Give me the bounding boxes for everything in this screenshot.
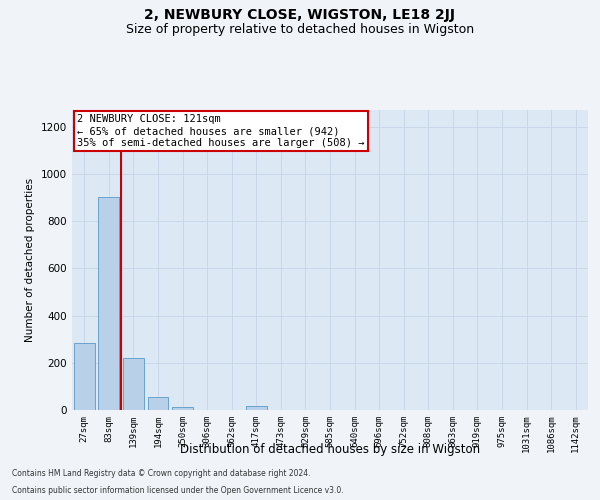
- Bar: [148, 397, 169, 410]
- Y-axis label: Number of detached properties: Number of detached properties: [25, 178, 35, 342]
- Bar: [74, 342, 95, 410]
- Bar: [98, 198, 119, 410]
- Text: 2 NEWBURY CLOSE: 121sqm
← 65% of detached houses are smaller (942)
35% of semi-d: 2 NEWBURY CLOSE: 121sqm ← 65% of detache…: [77, 114, 365, 148]
- Text: Contains public sector information licensed under the Open Government Licence v3: Contains public sector information licen…: [12, 486, 344, 495]
- Bar: [246, 406, 267, 410]
- Bar: [172, 407, 193, 410]
- Text: Contains HM Land Registry data © Crown copyright and database right 2024.: Contains HM Land Registry data © Crown c…: [12, 468, 311, 477]
- Text: 2, NEWBURY CLOSE, WIGSTON, LE18 2JJ: 2, NEWBURY CLOSE, WIGSTON, LE18 2JJ: [145, 8, 455, 22]
- Bar: [123, 358, 144, 410]
- Text: Distribution of detached houses by size in Wigston: Distribution of detached houses by size …: [180, 442, 480, 456]
- Text: Size of property relative to detached houses in Wigston: Size of property relative to detached ho…: [126, 22, 474, 36]
